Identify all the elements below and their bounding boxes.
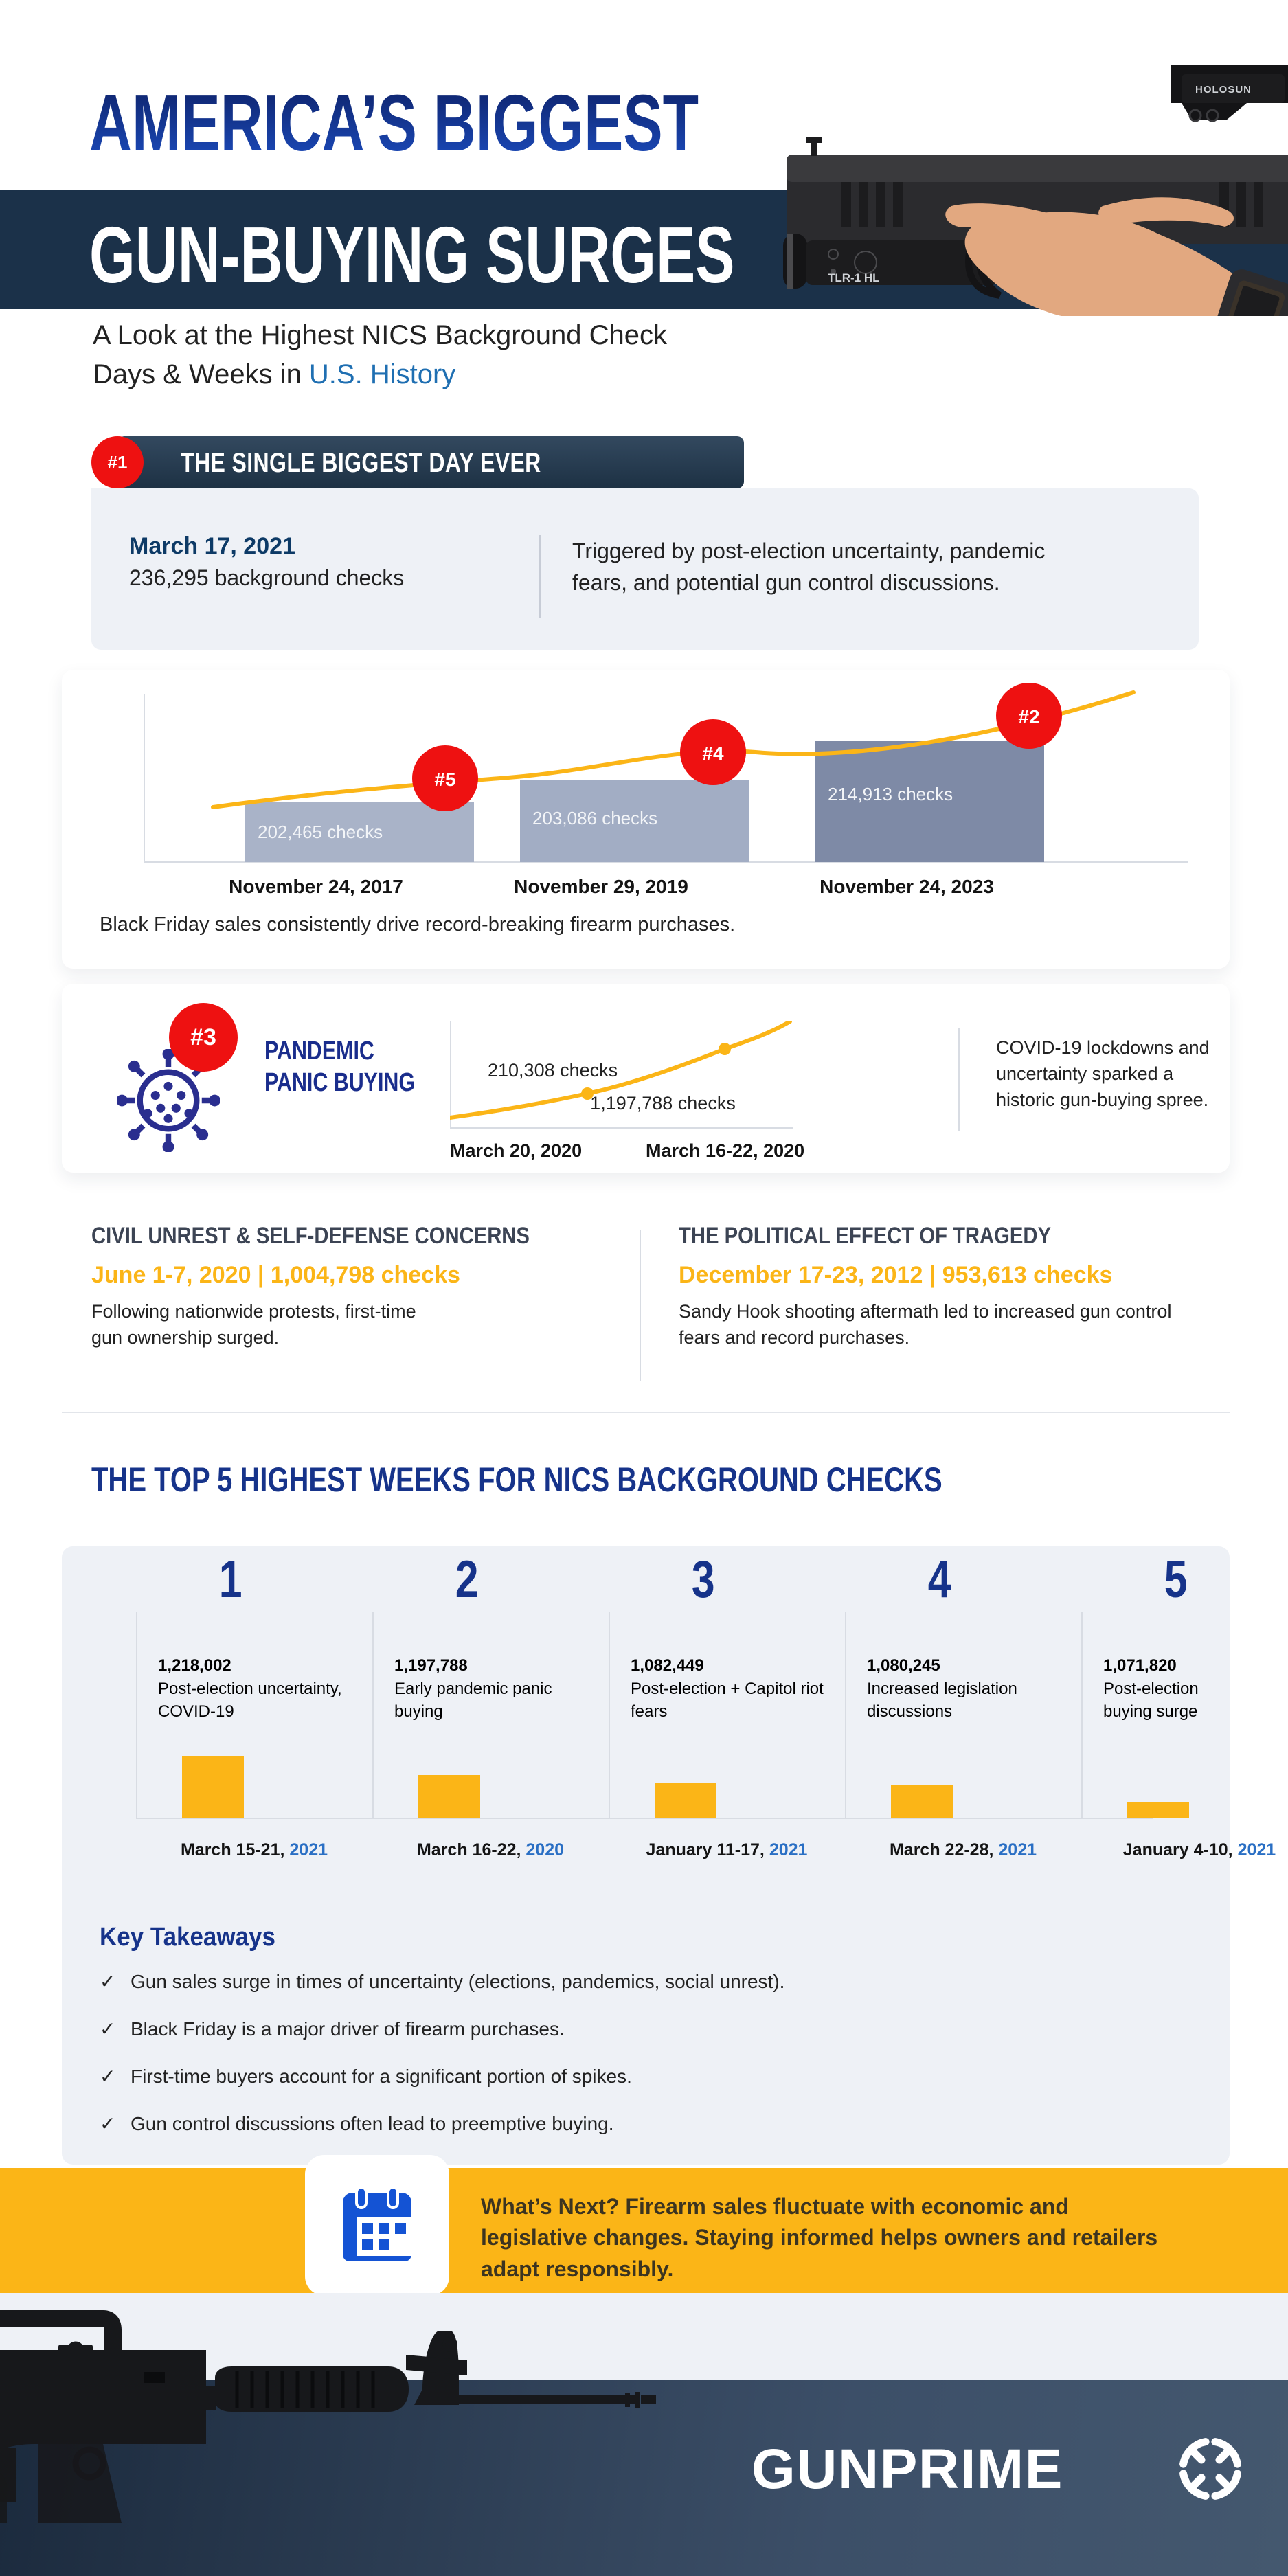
svg-text:#5: #5 (434, 769, 455, 790)
svg-text:#4: #4 (702, 743, 724, 764)
svg-text:GUNPRIME: GUNPRIME (752, 2438, 1063, 2500)
svg-text:HOLOSUN: HOLOSUN (1195, 84, 1252, 95)
svg-text:210,308 checks: 210,308 checks (488, 1060, 618, 1081)
svg-text:202,465 checks: 202,465 checks (258, 822, 383, 842)
svg-text:TLR-1 HL: TLR-1 HL (828, 271, 880, 284)
svg-text:214,913 checks: 214,913 checks (828, 784, 953, 804)
svg-text:1,197,788 checks: 1,197,788 checks (590, 1093, 736, 1114)
svg-text:203,086 checks: 203,086 checks (532, 808, 657, 828)
svg-text:#2: #2 (1018, 706, 1039, 727)
